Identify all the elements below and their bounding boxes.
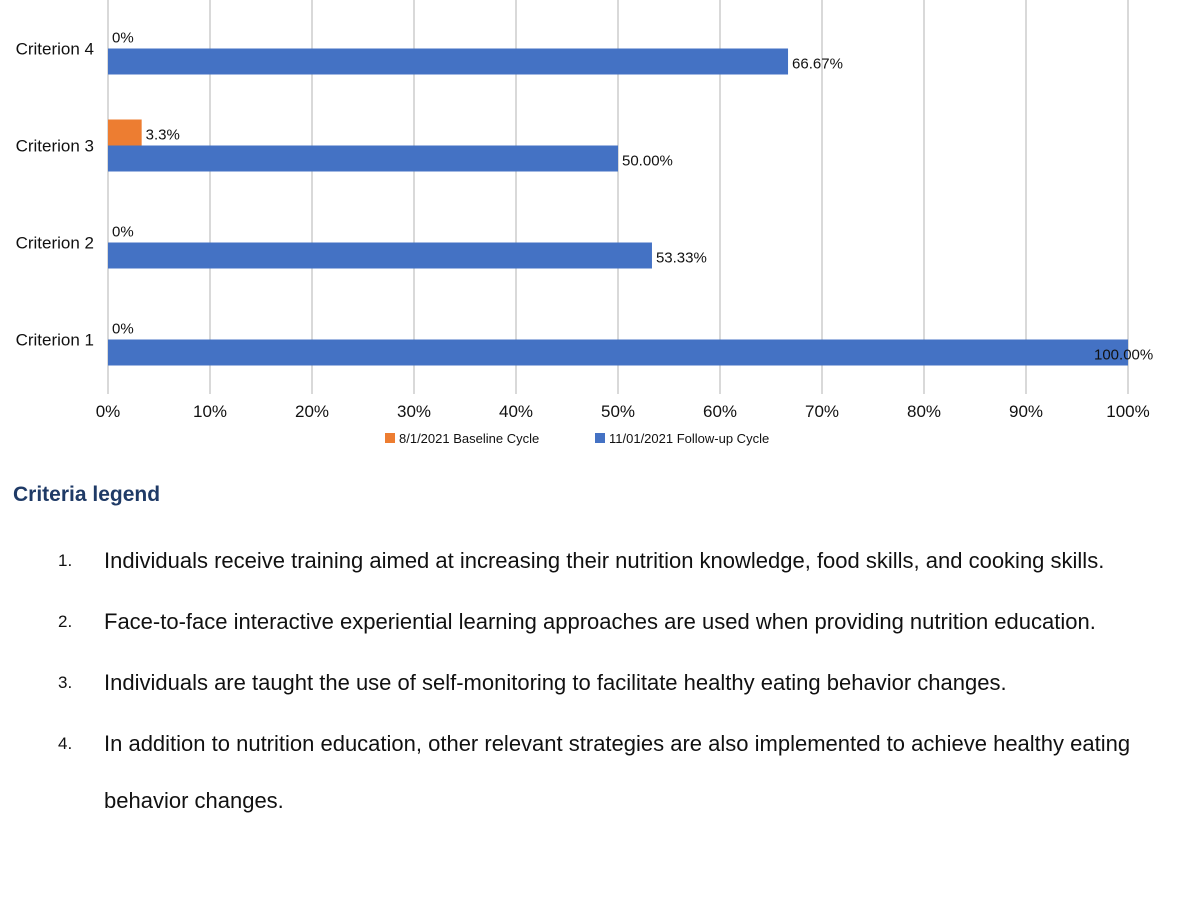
x-tick-label: 40% <box>499 402 533 421</box>
data-label: 100.00% <box>1094 347 1153 364</box>
bar-follow-up <box>108 339 1128 366</box>
x-tick-label: 90% <box>1009 402 1043 421</box>
bar-follow-up <box>108 48 789 75</box>
data-label: 3.3% <box>146 127 180 144</box>
data-label: 66.67% <box>792 56 843 73</box>
criteria-list: 1. Individuals receive training aimed at … <box>0 532 1200 833</box>
data-label: 50.00% <box>622 153 673 170</box>
criteria-item-4: 4. In addition to nutrition education, ot… <box>0 715 1200 829</box>
x-tick-label: 50% <box>601 402 635 421</box>
item-number: 3. <box>58 673 73 692</box>
x-tick-label: 10% <box>193 402 227 421</box>
item-text: Individuals receive training aimed at in… <box>104 548 1105 573</box>
item-text: Individuals are taught the use of self-m… <box>104 670 1007 695</box>
item-text: In addition to nutrition education, othe… <box>104 731 1131 813</box>
x-tick-label: 60% <box>703 402 737 421</box>
item-number: 1. <box>58 551 73 570</box>
legend-swatch <box>385 433 395 443</box>
item-text: Face-to-face interactive experiential le… <box>104 609 1096 634</box>
bar-follow-up <box>108 145 618 172</box>
x-tick-label: 70% <box>805 402 839 421</box>
item-number: 4. <box>58 734 73 753</box>
bar-baseline <box>108 119 142 146</box>
criteria-item-2: 2. Face-to-face interactive experiential … <box>0 593 1200 650</box>
data-label: 53.33% <box>656 250 707 267</box>
legend-swatch <box>595 433 605 443</box>
data-label: 0% <box>112 224 134 241</box>
category-label: Criterion 2 <box>16 234 94 253</box>
data-label: 0% <box>112 30 134 47</box>
bar-chart: 0% 10% 20% 30% 40% 50% 60% 70% 80% 90% 100% Criteri… <box>16 0 1153 446</box>
category-label: Criterion 4 <box>16 40 94 59</box>
item-number: 2. <box>58 612 73 631</box>
criteria-item-3: 3. Individuals are taught the use of self… <box>0 654 1200 711</box>
x-tick-label: 20% <box>295 402 329 421</box>
criteria-item-1: 1. Individuals receive training aimed at … <box>0 532 1200 589</box>
x-tick-label: 100% <box>1106 402 1149 421</box>
x-tick-label: 30% <box>397 402 431 421</box>
legend-label: 11/01/2021 Follow-up Cycle <box>609 431 769 446</box>
criteria-legend-heading: Criteria legend <box>13 483 161 506</box>
data-label: 0% <box>112 321 134 338</box>
bar-follow-up <box>108 242 652 269</box>
category-label: Criterion 1 <box>16 331 94 350</box>
category-label: Criterion 3 <box>16 137 94 156</box>
legend-label: 8/1/2021 Baseline Cycle <box>399 431 539 446</box>
x-tick-label: 80% <box>907 402 941 421</box>
x-tick-label: 0% <box>96 402 121 421</box>
